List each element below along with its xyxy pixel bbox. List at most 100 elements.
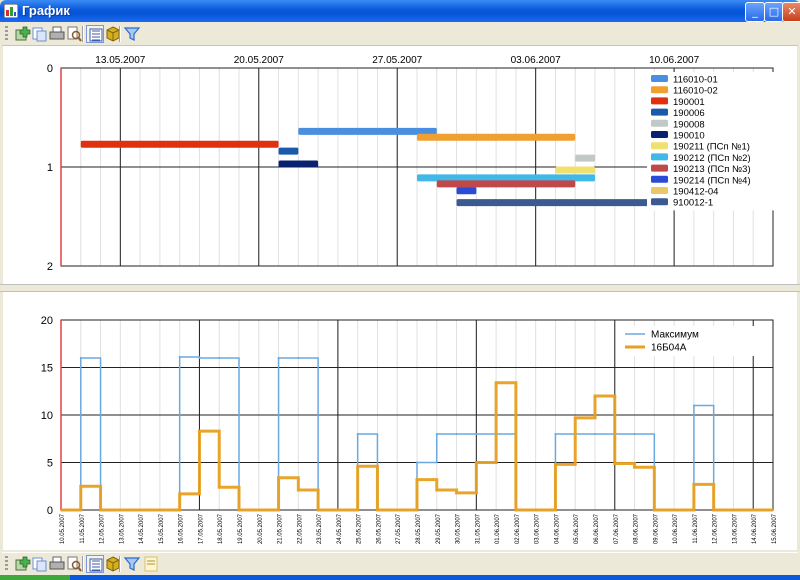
print-button[interactable] (48, 555, 66, 573)
legend-label: 116010-01 (673, 75, 718, 86)
legend-label: 190010 (673, 131, 705, 142)
gantt-bar[interactable] (417, 174, 595, 182)
toolbar-grip[interactable] (5, 556, 8, 572)
taskbar-strip (0, 575, 800, 580)
legend-label: Максимум (651, 330, 699, 341)
print-button[interactable] (48, 25, 66, 43)
data-point (257, 509, 260, 511)
x-tick-label: 20.05.2007 (234, 55, 284, 66)
panel-splitter[interactable] (0, 284, 800, 292)
toolbar-grip[interactable] (5, 26, 8, 42)
icon-part (106, 29, 120, 41)
data-point (554, 433, 557, 435)
cube-button[interactable] (104, 555, 122, 573)
gantt-bar[interactable] (417, 133, 576, 141)
x-tick-label: 11.06.2007 (693, 513, 699, 543)
gantt-bar[interactable] (80, 140, 279, 148)
data-point (416, 478, 418, 481)
data-point (475, 461, 478, 464)
add-button[interactable] (14, 555, 32, 573)
x-tick-label: 16.05.2007 (179, 513, 185, 544)
data-point (673, 509, 676, 511)
x-tick-label: 18.05.2007 (218, 513, 224, 544)
filter-button[interactable] (123, 25, 141, 43)
gantt-bar[interactable] (436, 180, 576, 188)
icon-part (71, 560, 81, 570)
toolbar-separator (82, 26, 84, 42)
x-tick-label: 31.05.2007 (475, 513, 481, 544)
x-tick-label: 29.05.2007 (436, 513, 442, 544)
x-tick-label: 14.06.2007 (752, 513, 758, 544)
legend-label: 190213 (ПСп №3) (673, 164, 751, 175)
table-button[interactable] (86, 555, 104, 573)
gantt-bar[interactable] (555, 166, 595, 174)
legend-swatch (651, 153, 668, 161)
legend-label: 190214 (ПСп №4) (673, 175, 751, 186)
zoom-icon (67, 26, 82, 42)
data-point (119, 509, 122, 511)
start-button-strip (0, 575, 70, 580)
legend-label: 190001 (673, 97, 705, 108)
filter-icon (123, 27, 141, 41)
data-point (178, 356, 181, 359)
data-point (455, 491, 458, 494)
gantt-bar[interactable] (456, 187, 477, 195)
data-point (495, 381, 498, 384)
x-tick-label: 12.05.2007 (100, 513, 106, 544)
close-button[interactable]: ✕ (782, 2, 800, 22)
gantt-bar[interactable] (278, 160, 319, 168)
legend-swatch (651, 108, 668, 116)
y-tick-label: 0 (47, 505, 53, 517)
icon-part (19, 26, 31, 38)
legend-swatch (651, 86, 668, 94)
gantt-chart-panel: 13.05.2007 20.05.2007 27.05.2007 03.06.2007… (3, 46, 797, 284)
legend-swatch (651, 142, 668, 150)
data-point (594, 395, 596, 397)
data-point (60, 509, 62, 511)
toolbar-separator (119, 26, 121, 42)
print-icon (49, 26, 65, 40)
data-point (356, 433, 359, 435)
data-point (554, 463, 557, 466)
print-icon (49, 556, 65, 570)
data-point (574, 416, 577, 419)
icon-part (106, 559, 120, 571)
add-button[interactable] (14, 25, 32, 43)
data-point (79, 357, 82, 359)
data-point (356, 465, 359, 468)
filter-button[interactable] (123, 555, 141, 573)
gantt-bar[interactable] (575, 154, 595, 162)
icon-part (36, 560, 47, 572)
icon-part (77, 36, 82, 42)
table-button[interactable] (86, 25, 104, 43)
data-point (317, 509, 320, 511)
x-tick-label: 03.06.2007 (511, 55, 561, 66)
data-point (198, 357, 201, 359)
data-point (336, 509, 339, 511)
legend-swatch (651, 187, 668, 194)
x-tick-label: 10.06.2007 (673, 513, 679, 544)
note-button[interactable] (142, 555, 160, 573)
x-tick-label: 13.05.2007 (95, 55, 145, 66)
maximize-button[interactable]: □ (764, 2, 784, 22)
legend-label: 190008 (673, 119, 705, 130)
copy-button[interactable] (31, 25, 49, 43)
data-point (297, 357, 300, 359)
x-tick-label: 03.06.2007 (535, 513, 541, 544)
toolbar-separator (119, 556, 121, 572)
gantt-bar[interactable] (278, 147, 299, 155)
x-tick-label: 28.05.2007 (416, 513, 422, 544)
copy-button[interactable] (31, 555, 49, 573)
x-tick-label: 08.06.2007 (634, 513, 640, 544)
zoom-button[interactable] (65, 25, 83, 43)
legend-label: 190006 (673, 108, 705, 119)
data-point (158, 509, 161, 511)
legend-box (621, 326, 761, 356)
zoom-button[interactable] (65, 555, 83, 573)
data-point (376, 509, 379, 511)
add-icon (15, 26, 31, 41)
data-point (594, 433, 596, 435)
gantt-bar[interactable] (298, 127, 437, 135)
toolbar-bottom (2, 552, 798, 575)
minimize-button[interactable]: _ (745, 2, 765, 22)
